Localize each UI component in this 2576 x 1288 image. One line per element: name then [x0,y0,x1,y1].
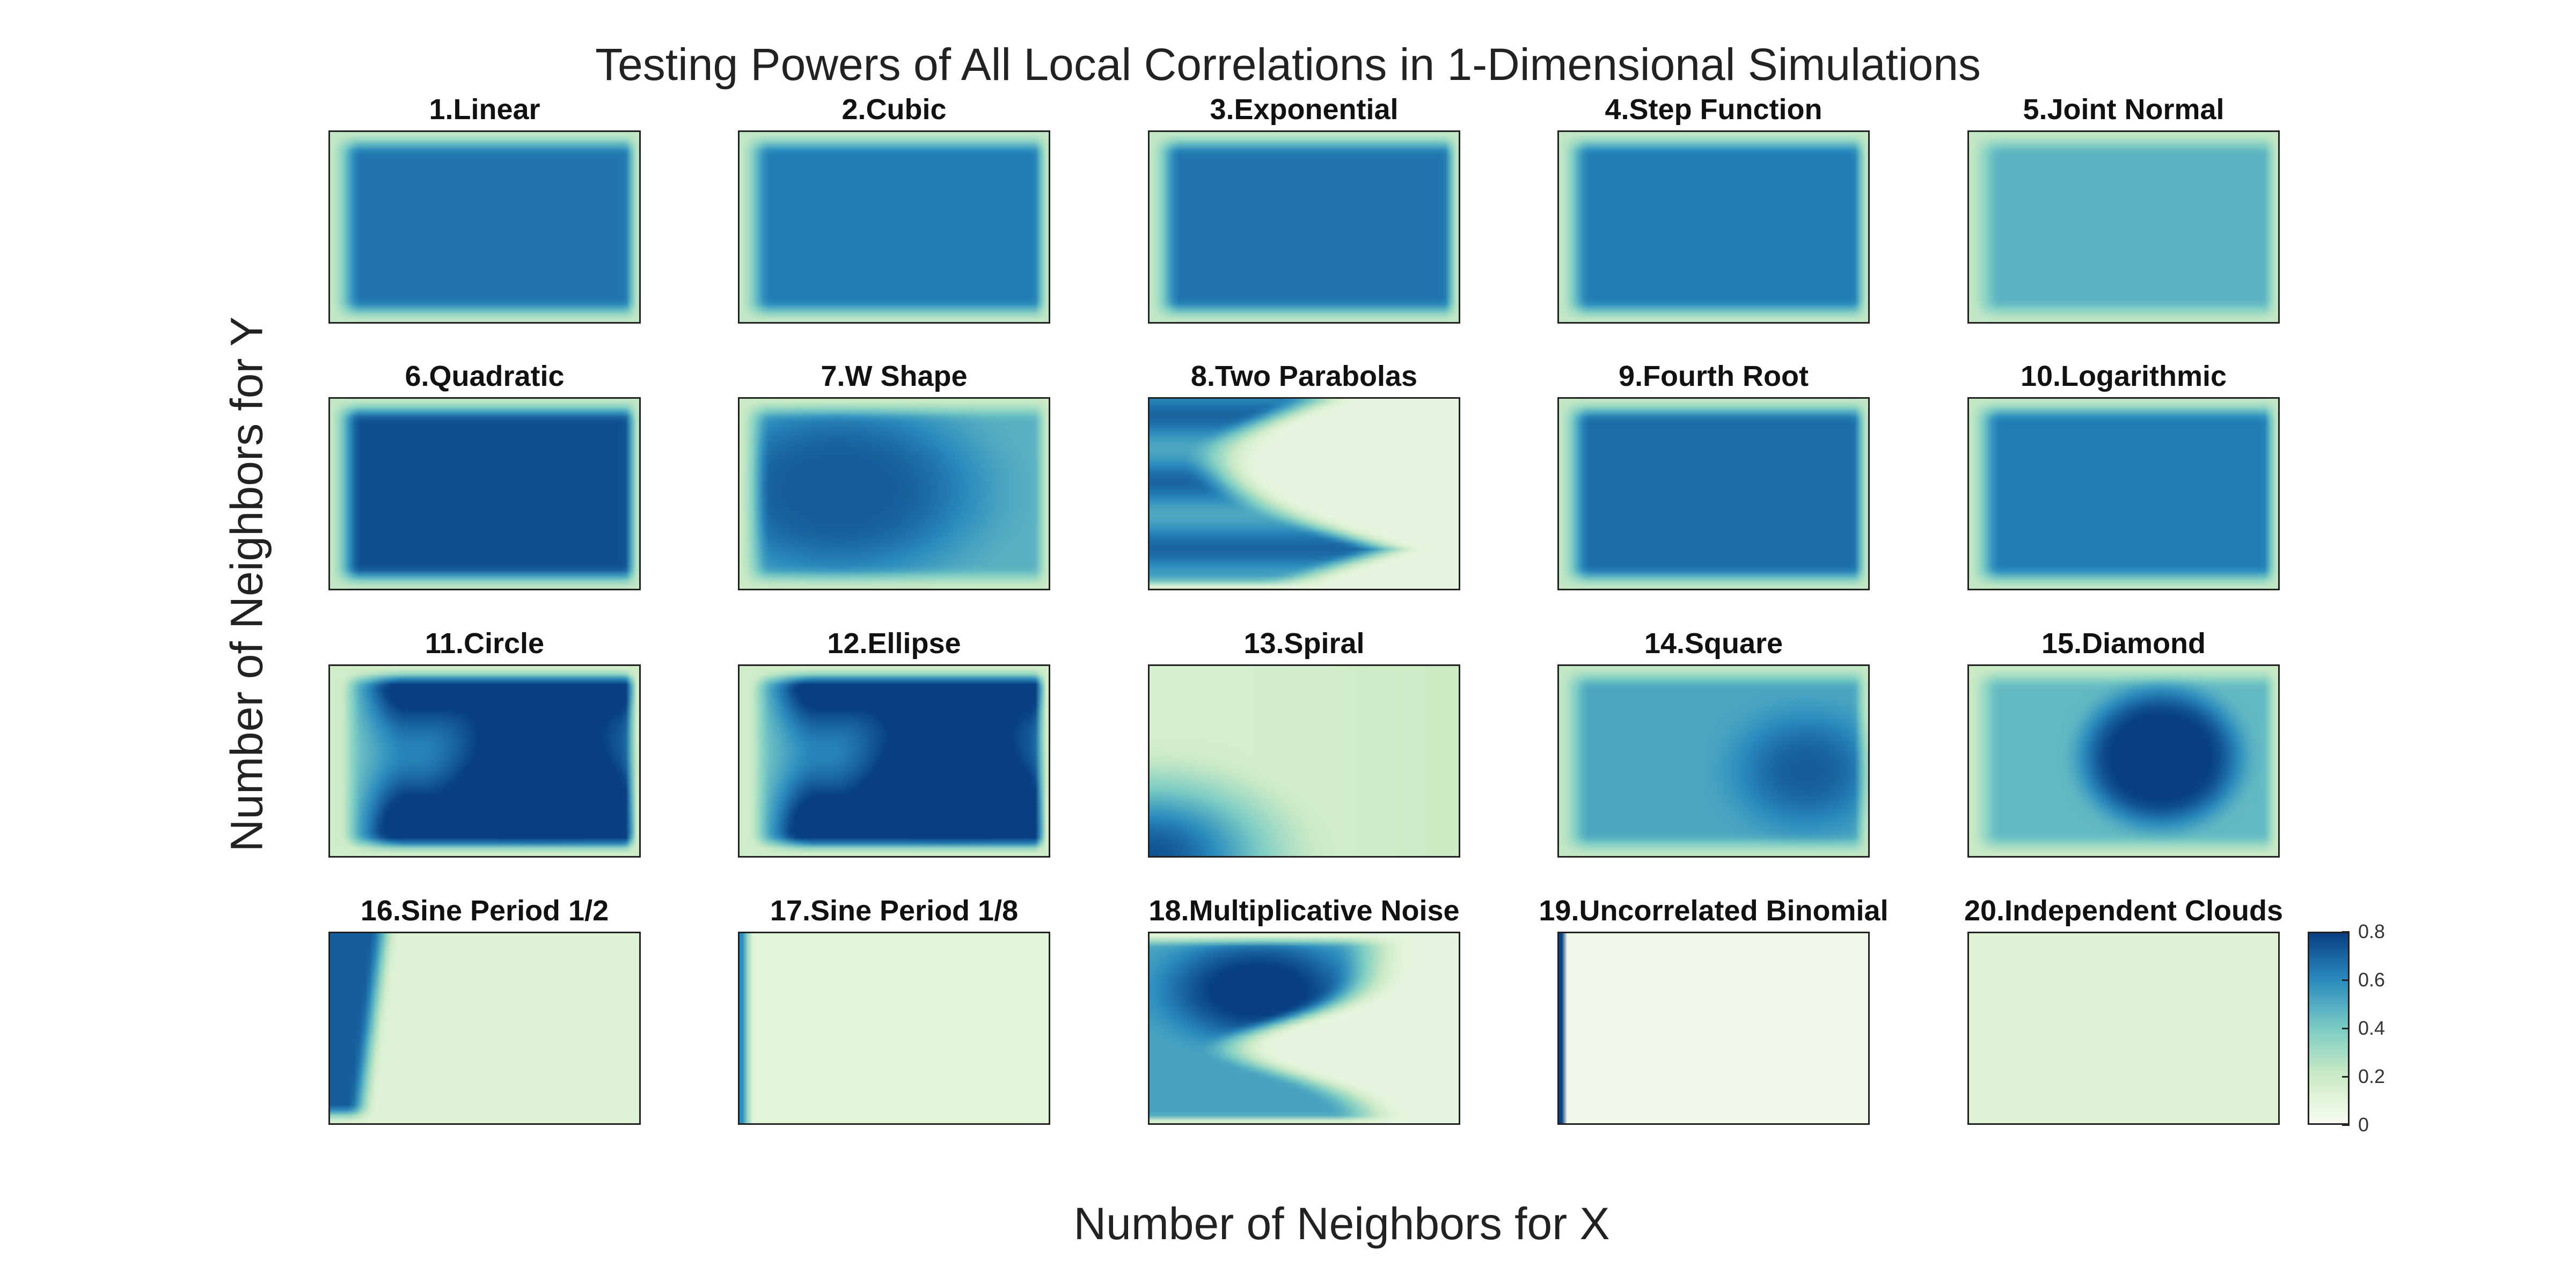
heatmap-cells [1969,399,2278,589]
heatmap-cells [740,933,1049,1123]
heatmap-cells [1559,132,1868,322]
heatmap-panel [1967,397,2280,590]
heatmap-cells [1969,666,2278,856]
heatmap-cells [330,399,639,589]
panel-title: 7.W Shape [821,360,968,392]
heatmap-cells [1969,132,2278,322]
panel-title: 19.Uncorrelated Binomial [1539,895,1889,927]
colorbar-tick [2342,1028,2350,1029]
heatmap-panel [1967,664,2280,858]
panel-title: 17.Sine Period 1/8 [770,895,1019,927]
heatmap-panel [738,397,1050,590]
panel-title: 16.Sine Period 1/2 [360,895,609,927]
heatmap-cells [1559,399,1868,589]
panel-title: 8.Two Parabolas [1190,360,1418,392]
x-axis-label: Number of Neighbors for X [1073,1198,1610,1249]
heatmap-panel [1148,664,1460,858]
panel-title: 6.Quadratic [405,360,565,392]
heatmap-panel [1557,932,1870,1125]
panel-title: 12.Ellipse [827,627,961,660]
heatmap-cells [740,399,1049,589]
panel-title: 4.Step Function [1605,93,1823,126]
heatmap-cells [1969,933,2278,1123]
colorbar-tick [2342,1124,2350,1126]
heatmap-panel [1557,664,1870,858]
chart-title: Testing Powers of All Local Correlations… [595,39,1981,90]
panel-title: 1.Linear [429,93,540,126]
panel-title: 18.Multiplicative Noise [1148,895,1460,927]
panel-title: 13.Spiral [1243,627,1365,660]
panel-title: 11.Circle [425,627,545,660]
colorbar-tick [2342,931,2350,933]
heatmap-panel [1148,932,1460,1125]
heatmap-cells [740,132,1049,322]
heatmap-cells [1150,132,1459,322]
panel-title: 3.Exponential [1210,93,1399,126]
colorbar-tick [2342,1076,2350,1078]
panel-title: 5.Joint Normal [2023,93,2224,126]
y-axis-label: Number of Neighbors for Y [221,316,272,852]
heatmap-panel [1557,130,1870,324]
heatmap-cells [1150,933,1459,1123]
heatmap-panel [738,664,1050,858]
colorbar-tick [2342,979,2350,981]
heatmap-cells [1559,666,1868,856]
heatmap-cells [1559,933,1868,1123]
heatmap-panel [328,664,641,858]
heatmap-panel [738,932,1050,1125]
colorbar-tick-label: 0.2 [2358,1065,2385,1087]
colorbar-tick-label: 0.6 [2358,969,2385,991]
heatmap-cells [1150,666,1459,856]
colorbar-tick-label: 0.4 [2358,1017,2385,1039]
heatmap-cells [330,666,639,856]
colorbar-tick-label: 0 [2358,1114,2369,1136]
panel-title: 20.Independent Clouds [1964,895,2284,927]
panel-title: 10.Logarithmic [2020,360,2227,392]
panel-title: 9.Fourth Root [1619,360,1809,392]
heatmap-panel [1967,932,2280,1125]
heatmap-cells [740,666,1049,856]
heatmap-panel [738,130,1050,324]
heatmap-cells [330,132,639,322]
panel-title: 15.Diamond [2041,627,2206,660]
colorbar-tick-label: 0.8 [2358,920,2385,942]
heatmap-panel [1148,130,1460,324]
heatmap-panel [328,130,641,324]
heatmap-panel [1148,397,1460,590]
heatmap-panel [328,932,641,1125]
heatmap-cells [330,933,639,1123]
panel-title: 14.Square [1644,627,1783,660]
heatmap-panel [1967,130,2280,324]
heatmap-cells [1150,399,1459,589]
panel-title: 2.Cubic [841,93,947,126]
heatmap-panel [1557,397,1870,590]
heatmap-panel [328,397,641,590]
